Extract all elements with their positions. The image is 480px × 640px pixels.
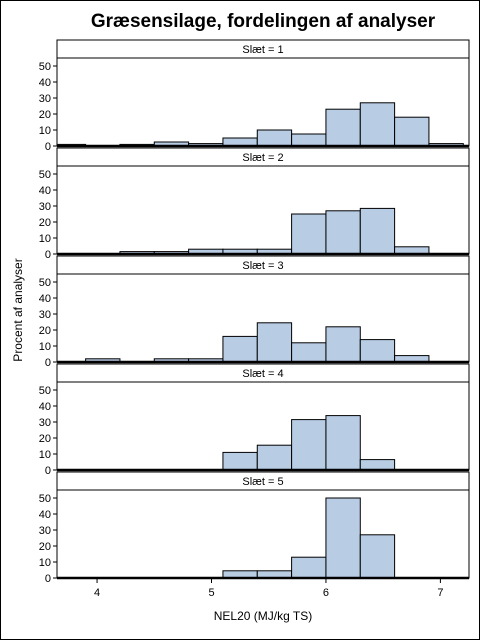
panel-4: Slæt = 4 0 10 20 30 40 50 — [39, 363, 470, 477]
x-tick-label: 7 — [437, 587, 443, 599]
panel-strip-label: Slæt = 4 — [242, 368, 283, 380]
chart-title: Græsensilage, fordelingen af analyser — [91, 11, 436, 32]
histogram-bar — [359, 339, 396, 362]
y-tick-label: 0 — [45, 465, 51, 477]
y-tick-label: 30 — [39, 417, 51, 429]
bars-group — [222, 497, 396, 578]
histogram-bar — [325, 415, 361, 470]
y-tick-label: 0 — [45, 357, 51, 369]
y-tick-label: 20 — [39, 541, 51, 553]
panel-plot-area — [56, 165, 470, 255]
panel-5: Slæt = 5 0 10 20 30 40 50 — [39, 471, 470, 585]
y-tick-label: 20 — [39, 217, 51, 229]
y-tick-label: 40 — [39, 77, 51, 89]
histogram-bar — [325, 108, 361, 146]
y-tick-label: 40 — [39, 401, 51, 413]
y-tick-label: 10 — [39, 341, 51, 353]
y-tick-label: 10 — [39, 449, 51, 461]
histogram-bar — [394, 246, 430, 254]
y-tick-label: 50 — [39, 169, 51, 181]
histogram-bar — [291, 556, 327, 578]
panel-3: Slæt = 3 0 10 20 30 40 50 — [39, 255, 470, 369]
y-tick-label: 20 — [39, 325, 51, 337]
y-tick-label: 30 — [39, 525, 51, 537]
y-tick-label: 30 — [39, 309, 51, 321]
histogram-bar — [394, 116, 430, 146]
panel-strip-label: Slæt = 2 — [242, 152, 283, 164]
histogram-bar — [222, 451, 258, 470]
panel-strip-label: Slæt = 1 — [242, 44, 283, 56]
y-tick-label: 40 — [39, 185, 51, 197]
y-tick-label: 40 — [39, 293, 51, 305]
panel-2: Slæt = 2 0 10 20 30 40 50 — [39, 147, 470, 261]
bars-group — [57, 102, 464, 146]
histogram-bar — [325, 497, 361, 578]
y-tick-label: 50 — [39, 61, 51, 73]
y-tick-label: 10 — [39, 125, 51, 137]
histogram-bar — [256, 322, 293, 362]
y-tick-label: 10 — [39, 233, 51, 245]
y-tick-label: 0 — [45, 573, 51, 585]
y-tick-label: 30 — [39, 201, 51, 213]
histogram-bar — [291, 213, 327, 254]
y-tick-label: 50 — [39, 385, 51, 397]
y-axis-label: Procent af analyser — [11, 258, 25, 361]
histogram-bar — [256, 444, 293, 470]
histogram-bar — [325, 326, 361, 362]
bars-group — [222, 415, 396, 470]
histogram-bar — [359, 459, 396, 470]
histogram-bar — [291, 419, 327, 470]
y-tick-label: 20 — [39, 109, 51, 121]
y-tick-label: 0 — [45, 249, 51, 261]
x-tick-label: 5 — [208, 587, 214, 599]
x-tick-label: 4 — [94, 587, 100, 599]
y-tick-label: 20 — [39, 433, 51, 445]
histogram-bar — [291, 133, 327, 146]
histogram-bar — [394, 355, 430, 362]
histogram-bar — [359, 207, 396, 254]
panel-1: Slæt = 1 0 10 20 30 40 50 — [39, 39, 470, 153]
y-tick-label: 50 — [39, 493, 51, 505]
x-axis-label: NEL20 (MJ/kg TS) — [214, 609, 312, 623]
histogram-bar — [359, 534, 396, 578]
histogram-bar — [222, 335, 258, 362]
histogram-bar — [291, 342, 327, 362]
histogram-bar — [359, 102, 396, 146]
histogram-bar — [256, 129, 293, 146]
y-tick-label: 40 — [39, 509, 51, 521]
y-tick-label: 30 — [39, 93, 51, 105]
y-tick-label: 0 — [45, 141, 51, 153]
y-tick-label: 10 — [39, 557, 51, 569]
y-tick-label: 50 — [39, 277, 51, 289]
x-tick-label: 6 — [323, 587, 329, 599]
histogram-bar — [325, 210, 361, 254]
panel-strip-label: Slæt = 3 — [242, 260, 283, 272]
panel-strip-label: Slæt = 5 — [242, 476, 283, 488]
bars-group — [85, 322, 430, 362]
panel-plot-area — [56, 489, 470, 579]
x-axis: 4 5 6 7 — [94, 578, 443, 599]
